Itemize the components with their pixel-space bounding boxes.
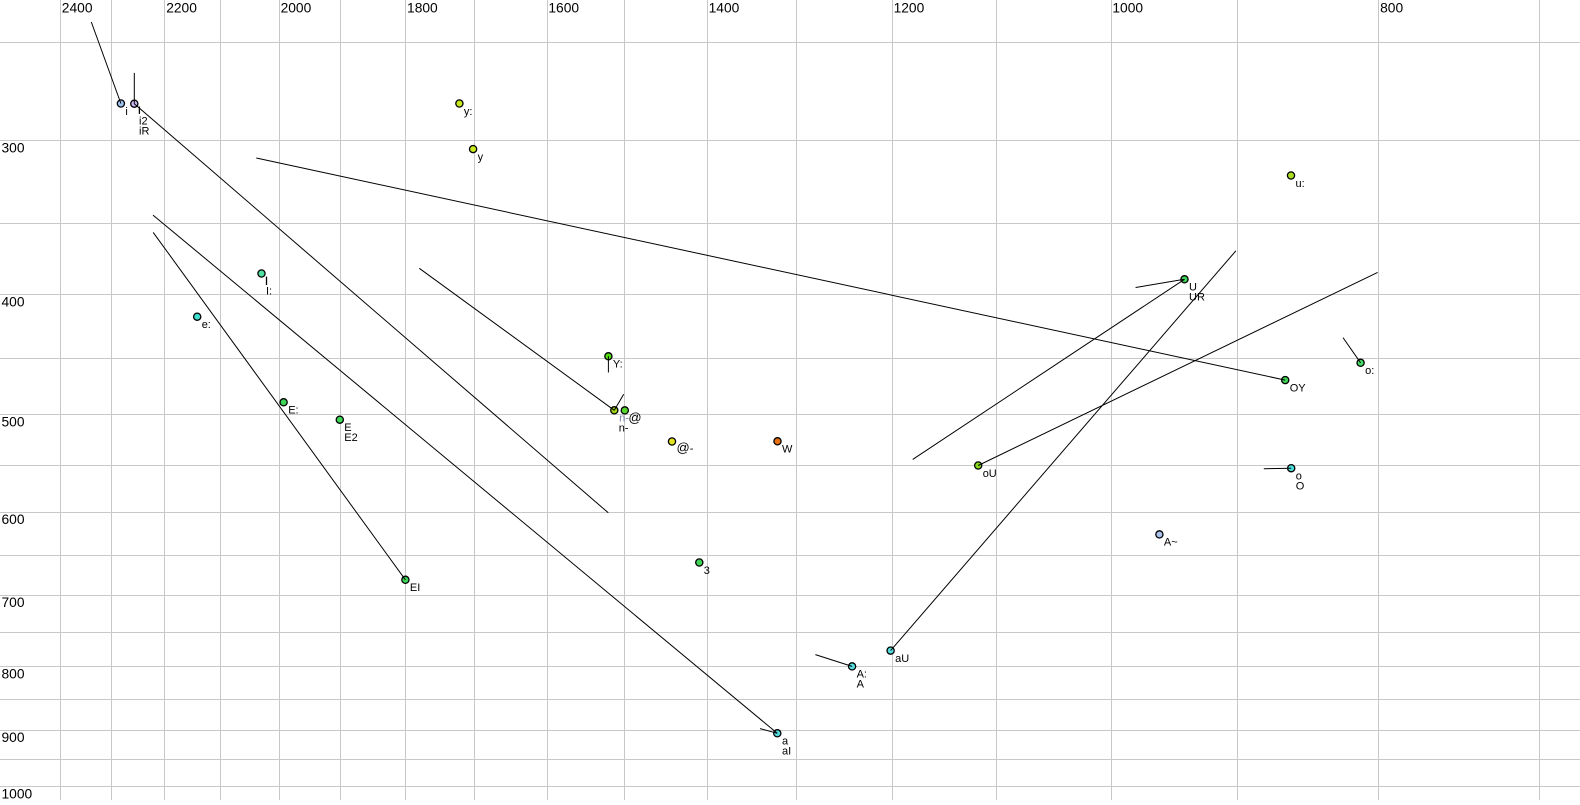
svg-text:E: E	[344, 422, 351, 434]
svg-text:1000: 1000	[2, 786, 33, 800]
svg-text:@: @	[628, 410, 641, 425]
svg-text:u:: u:	[1296, 178, 1305, 190]
svg-text:UR: UR	[1189, 292, 1205, 304]
svg-text:a: a	[782, 736, 789, 748]
svg-text:o:: o:	[1365, 365, 1374, 377]
svg-text:E2: E2	[344, 432, 357, 444]
svg-text:1000: 1000	[1112, 1, 1143, 16]
svg-text:1200: 1200	[894, 1, 925, 16]
svg-text:W: W	[782, 444, 793, 456]
svg-text:e:: e:	[202, 319, 211, 331]
svg-text:n-: n-	[619, 423, 629, 435]
svg-text:Y:: Y:	[613, 359, 623, 371]
svg-text:A: A	[857, 679, 865, 691]
svg-text:@-: @-	[677, 440, 694, 455]
svg-text:y: y	[478, 151, 484, 163]
svg-text:A:: A:	[857, 669, 867, 681]
svg-text:i2: i2	[139, 116, 148, 128]
svg-text:2400: 2400	[62, 1, 93, 16]
svg-text:A~: A~	[1164, 537, 1178, 549]
svg-text:700: 700	[2, 595, 25, 610]
svg-text:iR: iR	[139, 126, 149, 138]
svg-text:900: 900	[2, 730, 25, 745]
svg-text:2000: 2000	[281, 1, 312, 16]
svg-text:2200: 2200	[166, 1, 197, 16]
svg-text:U: U	[1189, 282, 1197, 294]
svg-text:n-: n-	[619, 413, 629, 425]
svg-text:1600: 1600	[548, 1, 579, 16]
svg-text:y:: y:	[464, 106, 473, 118]
svg-text:EI: EI	[410, 582, 420, 594]
svg-text:o: o	[1296, 471, 1302, 483]
svg-text:1400: 1400	[709, 1, 740, 16]
svg-text:I:: I:	[266, 286, 272, 298]
svg-text:800: 800	[1380, 1, 1403, 16]
svg-text:i: i	[125, 106, 127, 118]
svg-text:aI: aI	[782, 746, 791, 758]
svg-text:O: O	[1296, 480, 1305, 492]
svg-text:600: 600	[2, 512, 25, 527]
svg-text:E:: E:	[288, 405, 298, 417]
svg-text:3: 3	[704, 565, 710, 577]
svg-text:800: 800	[2, 667, 25, 682]
svg-text:1800: 1800	[407, 1, 438, 16]
svg-text:oU: oU	[983, 468, 997, 480]
svg-text:400: 400	[2, 295, 25, 310]
svg-text:300: 300	[2, 140, 25, 155]
svg-text:aU: aU	[895, 653, 909, 665]
svg-text:500: 500	[2, 414, 25, 429]
svg-text:OY: OY	[1290, 382, 1307, 394]
